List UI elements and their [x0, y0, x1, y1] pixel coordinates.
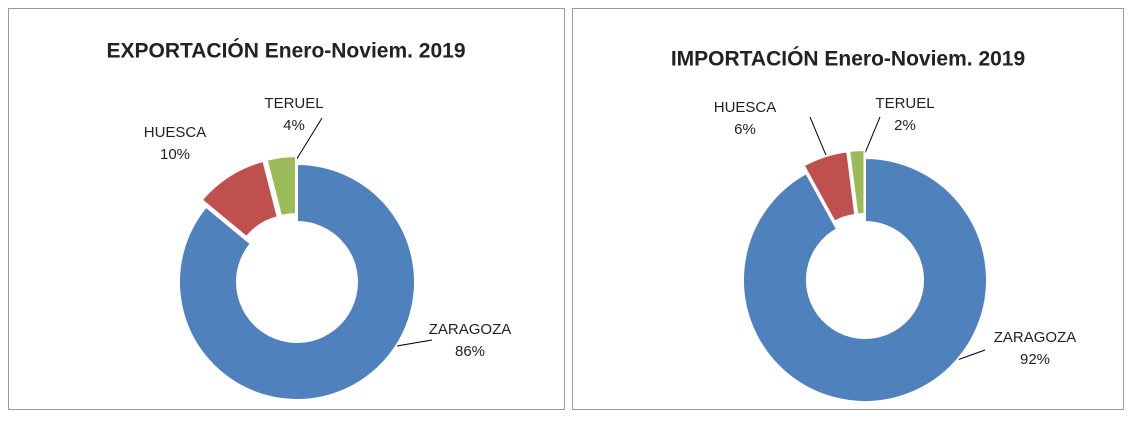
donut-segment [742, 156, 988, 403]
donut-segment [848, 149, 866, 216]
donut-segment [178, 162, 416, 401]
category-label: ZARAGOZA [429, 321, 512, 338]
value-label: 2% [894, 117, 916, 134]
category-label: HUESCA [714, 99, 777, 116]
value-label: 86% [455, 343, 485, 360]
donut-segment [265, 155, 297, 218]
value-label: 10% [160, 146, 190, 163]
value-label: 6% [734, 121, 756, 138]
chart-title: IMPORTACIÓN Enero-Noviem. 2019 [671, 47, 1025, 71]
donut-segment [802, 150, 857, 223]
panel-border [8, 8, 565, 410]
category-label: TERUEL [264, 95, 323, 112]
panel-border [572, 8, 1124, 410]
value-label: 4% [283, 117, 305, 134]
category-label: TERUEL [875, 95, 934, 112]
category-label: ZARAGOZA [994, 329, 1077, 346]
donut-segment [200, 159, 280, 239]
value-label: 92% [1020, 351, 1050, 368]
chart-title: EXPORTACIÓN Enero-Noviem. 2019 [106, 39, 465, 63]
category-label: HUESCA [144, 124, 207, 141]
